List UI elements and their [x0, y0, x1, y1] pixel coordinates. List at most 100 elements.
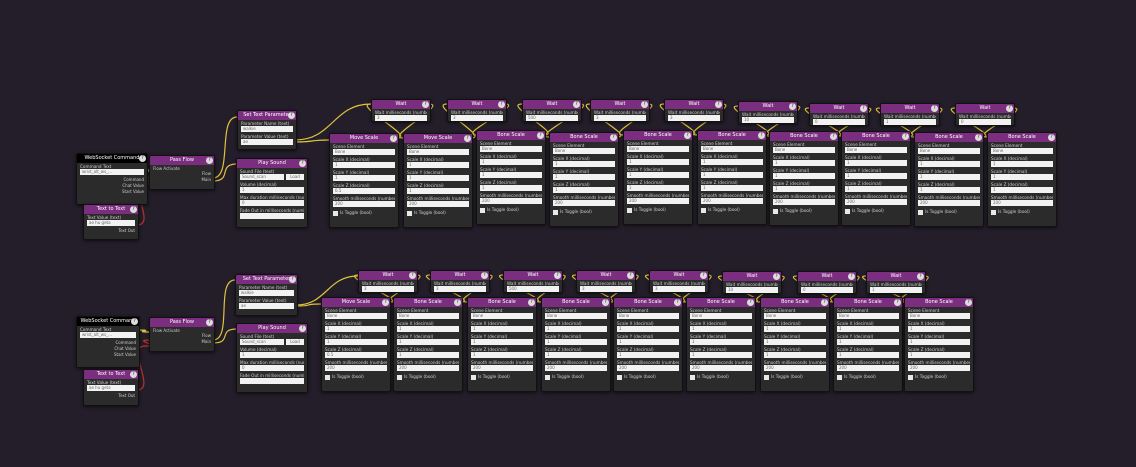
scale-field[interactable]: Bone — [908, 313, 970, 319]
scale-field[interactable]: 1 — [701, 159, 763, 165]
is-toggle-checkbox[interactable]: Is Toggle (bool) — [471, 373, 533, 380]
scale-field[interactable]: 1 — [701, 185, 763, 191]
help-icon[interactable]: ? — [684, 132, 691, 139]
help-icon[interactable]: ? — [758, 132, 765, 139]
scale-field[interactable]: 1 — [773, 160, 835, 166]
help-icon[interactable]: ? — [206, 157, 213, 164]
max-duration-field[interactable]: 0 — [240, 365, 304, 371]
scale-field[interactable]: 1 — [471, 326, 533, 332]
scale-field[interactable]: 1 — [545, 339, 607, 345]
scale-field[interactable]: 1 — [407, 162, 469, 168]
help-icon[interactable]: ? — [902, 133, 909, 140]
scale-field[interactable]: 1 — [480, 159, 542, 165]
bone-scale-node[interactable]: Bone Scale? Scene Element Bone Scale X (dec… — [613, 297, 683, 392]
command-text-field[interactable]: wrist_alt_ws_... — [80, 332, 136, 338]
help-icon[interactable]: ? — [830, 133, 837, 140]
sound-file-field[interactable]: Sound_scan — [240, 174, 284, 180]
checkbox-icon[interactable] — [325, 374, 330, 380]
bone-scale-node[interactable]: Bone Scale? Scene Element Bone Scale X (dec… — [833, 297, 903, 392]
wait-milliseconds-field[interactable]: 1 — [870, 287, 922, 293]
scale-field[interactable]: 200 — [325, 365, 387, 371]
is-toggle-checkbox[interactable]: Is Toggle (bool) — [837, 373, 899, 380]
scale-field[interactable]: 1 — [837, 352, 899, 358]
help-icon[interactable]: ? — [299, 325, 306, 332]
scale-field[interactable]: 1 — [545, 352, 607, 358]
scale-field[interactable]: 200 — [545, 365, 607, 371]
scale-field[interactable]: 200 — [690, 365, 752, 371]
scale-field[interactable]: 1 — [553, 174, 615, 180]
scale-field[interactable]: Bone — [397, 313, 459, 319]
help-icon[interactable]: ? — [931, 105, 938, 112]
help-icon[interactable]: ? — [789, 103, 796, 110]
help-icon[interactable]: ? — [130, 206, 137, 213]
bone-scale-node[interactable]: Bone Scale? Scene Element Bone Scale X (dec… — [914, 132, 984, 227]
help-icon[interactable]: ? — [481, 272, 488, 279]
scale-field[interactable]: 200 — [991, 200, 1053, 206]
wait-milliseconds-field[interactable]: 0 — [813, 119, 865, 125]
checkbox-icon[interactable] — [690, 374, 695, 380]
scale-field[interactable]: 200 — [845, 199, 907, 205]
wait-node[interactable]: Wait? Wait milliseconds (number) 3 — [590, 99, 650, 122]
scale-field[interactable]: 1 — [397, 339, 459, 345]
checkbox-icon[interactable] — [617, 374, 622, 380]
max-duration-field[interactable]: 0 — [240, 200, 304, 206]
scale-field[interactable]: 1 — [845, 173, 907, 179]
sound-file-field[interactable]: Sound_scan — [240, 339, 284, 345]
checkbox-icon[interactable] — [627, 207, 632, 213]
scale-field[interactable]: 1 — [617, 339, 679, 345]
pass-flow-node[interactable]: Pass Flow? Flow Activate Flow Main — [149, 155, 215, 190]
is-toggle-checkbox[interactable]: Is Toggle (bool) — [333, 209, 395, 216]
wait-node[interactable]: Wait? Wait milliseconds (number) 3 — [358, 270, 418, 293]
scale-field[interactable]: 1 — [397, 326, 459, 332]
help-icon[interactable]: ? — [299, 160, 306, 167]
is-toggle-checkbox[interactable]: Is Toggle (bool) — [397, 373, 459, 380]
help-icon[interactable]: ? — [860, 105, 867, 112]
checkbox-icon[interactable] — [397, 374, 402, 380]
bone-scale-node[interactable]: Bone Scale? Scene Element Bone Scale X (dec… — [904, 297, 974, 392]
scale-field[interactable]: 0.5 — [325, 352, 387, 358]
wait-node[interactable]: Wait? Wait milliseconds (number) 0 — [809, 103, 869, 126]
wait-milliseconds-field[interactable]: 3 — [653, 286, 705, 292]
help-icon[interactable]: ? — [464, 135, 471, 142]
help-icon[interactable]: ? — [602, 299, 609, 306]
load-button[interactable]: Load — [286, 339, 304, 345]
checkbox-icon[interactable] — [553, 209, 558, 215]
scale-field[interactable]: 1 — [627, 185, 689, 191]
scale-field[interactable]: 0.5 — [333, 188, 395, 194]
websocket-command-node[interactable]: WebSocket Command? Command Text wrist_al… — [76, 316, 140, 368]
scale-field[interactable]: 1 — [701, 172, 763, 178]
scale-field[interactable]: Bone — [617, 313, 679, 319]
scale-field[interactable]: 1 — [845, 160, 907, 166]
help-icon[interactable]: ? — [528, 299, 535, 306]
help-icon[interactable]: ? — [573, 101, 580, 108]
is-toggle-checkbox[interactable]: Is Toggle (bool) — [773, 207, 835, 214]
bone-scale-node[interactable]: Bone Scale? Scene Element Bone Scale X (dec… — [476, 130, 546, 225]
checkbox-icon[interactable] — [773, 208, 778, 214]
wait-milliseconds-field[interactable]: 3 — [594, 115, 646, 121]
scale-field[interactable]: 1 — [908, 339, 970, 345]
wait-milliseconds-field[interactable]: 3 — [451, 115, 503, 121]
wait-node[interactable]: Wait? Wait milliseconds (number) 10 — [722, 271, 782, 294]
text-value-field[interactable]: ae hu geta — [87, 220, 135, 226]
checkbox-icon[interactable] — [991, 209, 996, 215]
scale-field[interactable]: Bone — [627, 146, 689, 152]
help-icon[interactable]: ? — [848, 273, 855, 280]
bone-scale-node[interactable]: Bone Scale? Scene Element Bone Scale X (dec… — [769, 131, 839, 226]
scale-field[interactable]: 1 — [918, 187, 980, 193]
help-icon[interactable]: ? — [454, 299, 461, 306]
wait-milliseconds-field[interactable]: 1 — [884, 119, 936, 125]
wait-node[interactable]: Wait? Wait milliseconds (number) 3 — [371, 99, 431, 122]
help-icon[interactable]: ? — [537, 132, 544, 139]
set-text-parameter-node[interactable]: Set Text Parameter? Parameter Name (text… — [235, 274, 298, 316]
parameter-value-field[interactable]: ae — [241, 139, 293, 145]
scale-field[interactable]: 200 — [617, 365, 679, 371]
volume-field[interactable]: 1 — [240, 352, 304, 358]
checkbox-icon[interactable] — [471, 374, 476, 380]
wait-milliseconds-field[interactable]: 3 — [362, 286, 414, 292]
scale-field[interactable]: 1 — [325, 339, 387, 345]
checkbox-icon[interactable] — [333, 210, 338, 216]
text-to-text-node[interactable]: Text to Text? Text Value (text) ae hu ge… — [83, 369, 139, 406]
bone-scale-node[interactable]: Bone Scale? Scene Element Bone Scale X (dec… — [760, 297, 830, 392]
is-toggle-checkbox[interactable]: Is Toggle (bool) — [991, 208, 1053, 215]
bone-scale-node[interactable]: Move Scale? Scene Element Bone Scale X (dec… — [329, 133, 399, 228]
